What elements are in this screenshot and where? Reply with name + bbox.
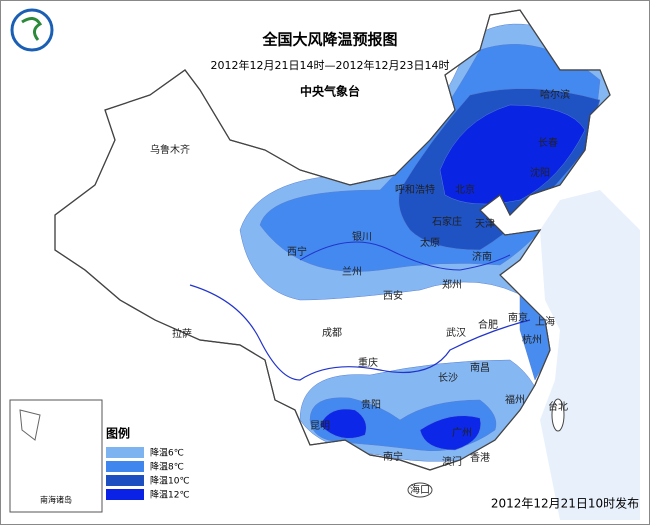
inset-label: 南海诸岛 — [40, 495, 72, 505]
city-label: 福州 — [505, 393, 525, 406]
city-label: 北京 — [455, 183, 475, 196]
city-label: 武汉 — [446, 326, 466, 339]
city-label: 杭州 — [522, 333, 542, 346]
city-label: 哈尔滨 — [540, 88, 570, 101]
city-label: 海口 — [410, 483, 430, 496]
city-label: 贵阳 — [361, 398, 381, 411]
city-label: 郑州 — [442, 278, 462, 291]
legend-label: 降温10℃ — [150, 475, 190, 487]
city-label: 南京 — [508, 311, 528, 324]
city-label: 济南 — [472, 250, 492, 263]
city-label: 太原 — [420, 236, 440, 249]
city-label: 长沙 — [438, 372, 458, 384]
cooling-bands — [239, 23, 610, 462]
city-label: 银川 — [352, 230, 372, 243]
legend-swatch — [106, 447, 144, 458]
city-label: 乌鲁木齐 — [150, 143, 190, 156]
city-label: 成都 — [322, 327, 342, 339]
river — [189, 284, 531, 381]
border — [54, 9, 611, 471]
city-label: 合肥 — [478, 318, 498, 331]
city-label: 香港 — [470, 452, 490, 464]
inset-coast — [19, 409, 41, 441]
legend-swatch — [106, 475, 144, 486]
city-label: 呼和浩特 — [395, 184, 435, 196]
cooling-band — [419, 415, 481, 451]
city-label: 天津 — [475, 218, 495, 230]
city-label: 长春 — [538, 137, 558, 149]
city-label: 上海 — [535, 315, 555, 328]
legend-swatch — [106, 461, 144, 472]
city-label: 石家庄 — [432, 215, 462, 228]
city-label: 重庆 — [358, 356, 378, 369]
river — [299, 241, 511, 271]
city-label: 广州 — [452, 427, 472, 439]
issuer: 中央气象台 — [300, 84, 360, 99]
legend-title: 图例 — [106, 426, 130, 441]
legend: 降温6℃ 降温8℃ 降温10℃ 降温12℃ — [106, 447, 190, 501]
title: 全国大风降温预报图 — [261, 31, 397, 49]
sea — [540, 190, 640, 520]
city-label: 西宁 — [287, 245, 307, 258]
legend-label: 降温8℃ — [150, 461, 184, 473]
city-label: 昆明 — [310, 420, 330, 432]
time-range: 2012年12月21日14时—2012年12月23日14时 — [211, 58, 450, 72]
legend-label: 降温6℃ — [150, 447, 184, 459]
cooling-band — [319, 408, 367, 439]
city-label: 南昌 — [470, 361, 490, 374]
city-label: 拉萨 — [172, 327, 192, 340]
city-label: 南宁 — [383, 450, 403, 463]
legend-label: 降温12℃ — [150, 489, 190, 501]
city-label: 台北 — [548, 400, 568, 413]
legend-swatch — [106, 489, 144, 500]
city-label: 澳门 — [442, 455, 462, 468]
taiwan — [551, 398, 565, 432]
city-label: 沈阳 — [530, 166, 550, 179]
city-label: 兰州 — [342, 265, 362, 278]
hainan — [407, 482, 433, 498]
logo — [10, 8, 54, 52]
published: 2012年12月21日10时发布 — [491, 496, 639, 511]
city-label: 西安 — [383, 289, 403, 302]
